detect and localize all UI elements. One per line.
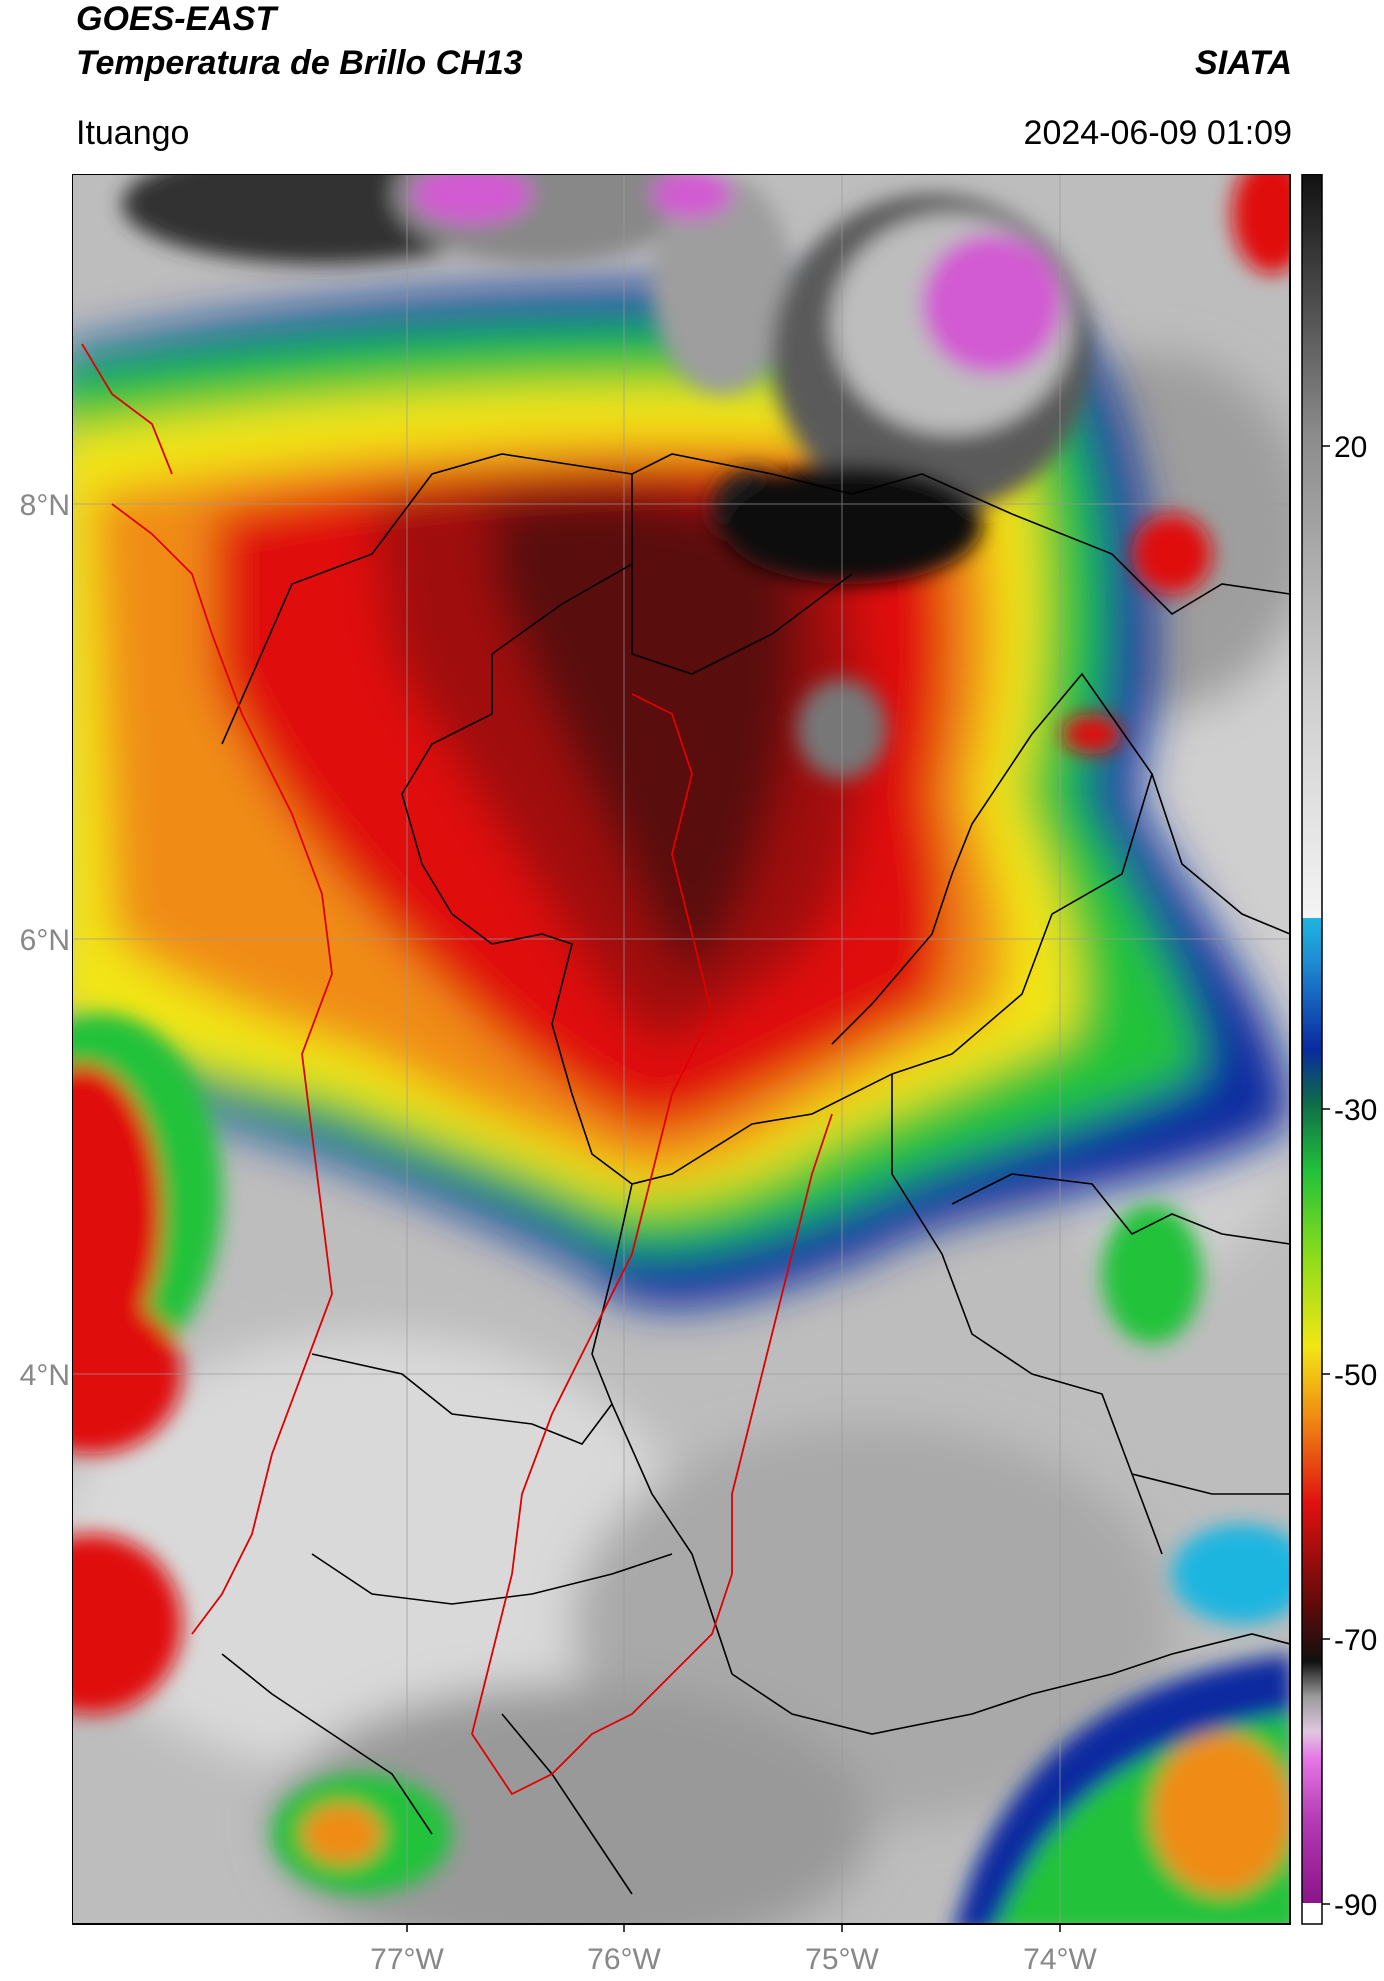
cloud-field [72, 174, 1290, 1924]
lon-tick-label: 77°W [370, 1943, 444, 1976]
timestamp-label: 2024-06-09 01:09 [1023, 114, 1292, 152]
location-label: Ituango [76, 114, 190, 152]
department-borders [221, 453, 1290, 1895]
colorbar-tick-label: -70 [1334, 1624, 1377, 1657]
lat-tick-label: 8°N [20, 489, 70, 522]
colorbar: 20 -30 -50 -70 -90 [1301, 174, 1377, 1925]
colorbar-tick-label: -50 [1334, 1359, 1377, 1392]
lon-tick-label: 76°W [587, 1943, 661, 1976]
lon-tick-label: 74°W [1023, 1943, 1097, 1976]
lat-tick-label: 6°N [20, 924, 70, 957]
map-frame [72, 174, 1291, 1925]
colorbar-tick-label: -30 [1334, 1094, 1377, 1127]
lon-tick-label: 75°W [805, 1943, 879, 1976]
brightness-temperature-map: 77°W 76°W 75°W 74°W [72, 174, 1291, 1976]
satellite-title: GOES-EAST [76, 0, 277, 38]
organization-label: SIATA [1195, 44, 1292, 82]
colorbar-tick-label: 20 [1334, 431, 1367, 464]
graticule [72, 174, 1290, 1924]
colorbar-gradient [1301, 174, 1323, 1925]
colorbar-tick-label: -90 [1334, 1889, 1377, 1922]
tick-marks [406, 1924, 1061, 1932]
product-title: Temperatura de Brillo CH13 [76, 44, 523, 82]
lat-axis: 8°N 6°N 4°N [20, 489, 70, 1392]
highlighted-borders [81, 343, 833, 1796]
lat-tick-label: 4°N [20, 1359, 70, 1392]
